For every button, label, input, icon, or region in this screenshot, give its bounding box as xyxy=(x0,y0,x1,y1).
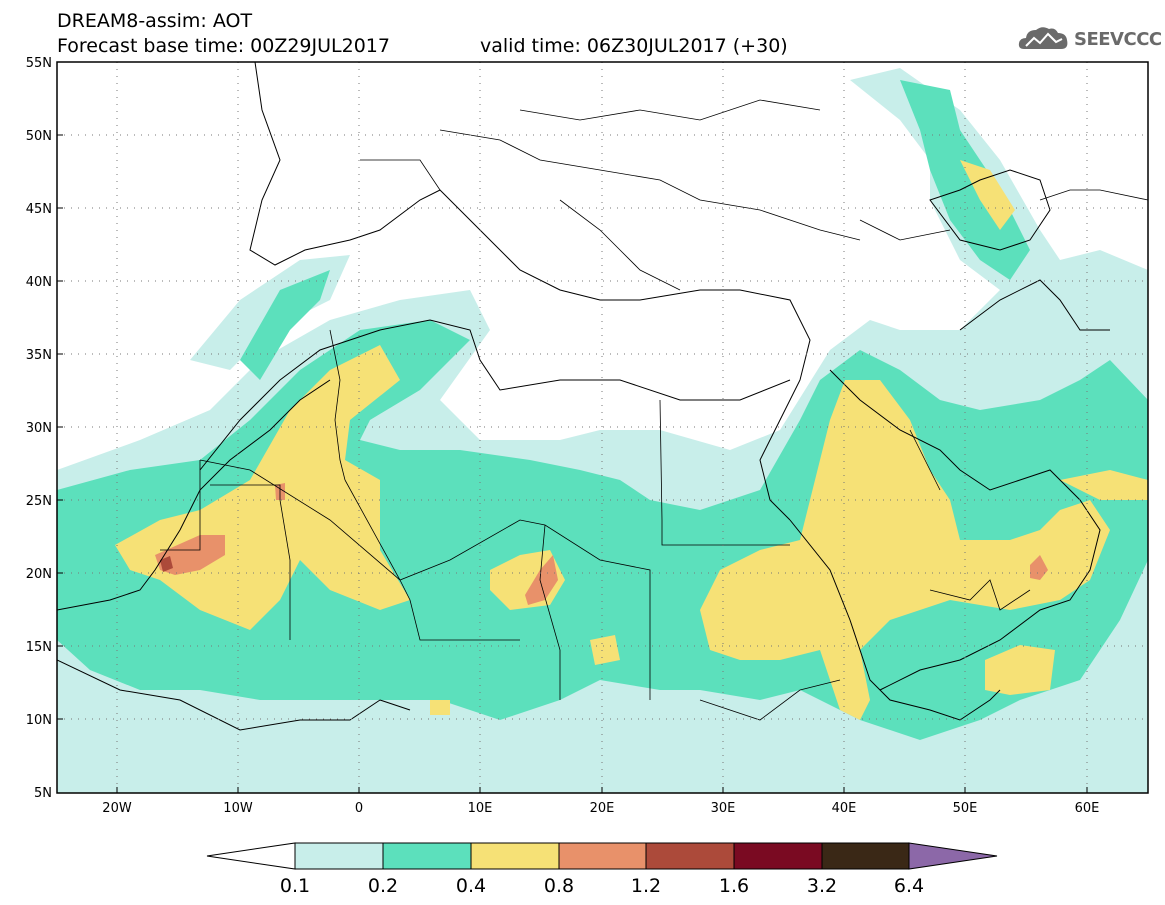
lat-label-55n: 55N xyxy=(26,56,52,71)
lat-label-15n: 15N xyxy=(26,640,52,655)
aot-level-1.2 xyxy=(160,556,173,572)
gridlines xyxy=(57,62,1148,793)
lat-label-50n: 50N xyxy=(26,129,52,144)
colorbar-label: 6.4 xyxy=(894,875,924,897)
colorbar-label: 0.2 xyxy=(368,875,398,897)
colorbar-swatch-1 xyxy=(294,842,384,870)
logo-text: SEEVCCC xyxy=(1074,28,1162,50)
lat-label-10n: 10N xyxy=(26,713,52,728)
colorbar-swatch-4 xyxy=(558,842,647,870)
cloud-icon xyxy=(1018,27,1068,49)
colorbar-swatch-2 xyxy=(382,842,472,870)
colorbar-swatch-6 xyxy=(733,842,823,870)
colorbar-label: 1.6 xyxy=(719,875,749,897)
lat-label-35n: 35N xyxy=(26,348,52,363)
aot-level-0.8 xyxy=(155,483,1048,605)
forecast-base-time: Forecast base time: 00Z29JUL2017 xyxy=(57,35,390,57)
lat-tick-labels: 55N 50N 45N 40N 35N 30N 25N 20N 15N 10N … xyxy=(26,56,52,801)
colorbar-labels: 0.1 0.2 0.4 0.8 1.2 1.6 3.2 6.4 xyxy=(280,875,924,897)
lat-label-30n: 30N xyxy=(26,421,52,436)
lon-label-30e: 30E xyxy=(711,801,736,816)
lon-label-20w: 20W xyxy=(102,801,132,816)
country-borders xyxy=(160,99,1148,721)
colorbar-label: 3.2 xyxy=(807,875,837,897)
colorbar-swatch-5 xyxy=(645,842,735,870)
lon-label-20e: 20E xyxy=(590,801,615,816)
colorbar-label: 1.2 xyxy=(631,875,661,897)
colorbar-label: 0.1 xyxy=(280,875,310,897)
lon-tick-labels: 20W 10W 0 10E 20E 30E 40E 50E 60E xyxy=(102,801,1099,816)
lon-label-10w: 10W xyxy=(223,801,253,816)
lon-label-50e: 50E xyxy=(953,801,978,816)
colorbar-swatch-7 xyxy=(821,842,910,870)
colorbar-high-arrow xyxy=(908,842,998,870)
lon-label-40e: 40E xyxy=(832,801,857,816)
colorbar-low-arrow xyxy=(206,842,296,870)
lat-label-5n: 5N xyxy=(34,786,52,801)
colorbar-label: 0.8 xyxy=(544,875,574,897)
axis-ticks xyxy=(57,61,1088,793)
lon-label-60e: 60E xyxy=(1075,801,1100,816)
lat-label-25n: 25N xyxy=(26,494,52,509)
map-title: DREAM8-assim: AOT xyxy=(57,10,253,32)
colorbar-swatch-3 xyxy=(470,842,560,870)
seevccc-logo: SEEVCCC xyxy=(1018,24,1162,54)
lon-label-0: 0 xyxy=(355,801,363,816)
colorbar-label: 0.4 xyxy=(456,875,486,897)
valid-time: valid time: 06Z30JUL2017 (+30) xyxy=(480,35,788,57)
lat-label-40n: 40N xyxy=(26,275,52,290)
lat-label-20n: 20N xyxy=(26,567,52,582)
lat-label-45n: 45N xyxy=(26,202,52,217)
colorbar xyxy=(206,842,998,870)
lon-label-10e: 10E xyxy=(468,801,493,816)
aot-contours xyxy=(57,62,1148,793)
